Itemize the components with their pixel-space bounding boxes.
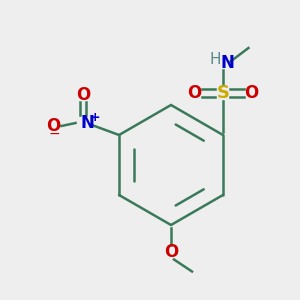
Text: O: O [46,117,60,135]
Text: −: − [49,127,60,140]
Text: O: O [187,84,202,102]
Text: O: O [76,86,90,104]
Text: O: O [244,84,259,102]
Text: O: O [164,243,178,261]
Text: N: N [220,54,234,72]
Text: +: + [89,111,100,124]
Text: H: H [210,52,221,68]
Text: N: N [81,114,94,132]
Text: S: S [217,84,230,102]
